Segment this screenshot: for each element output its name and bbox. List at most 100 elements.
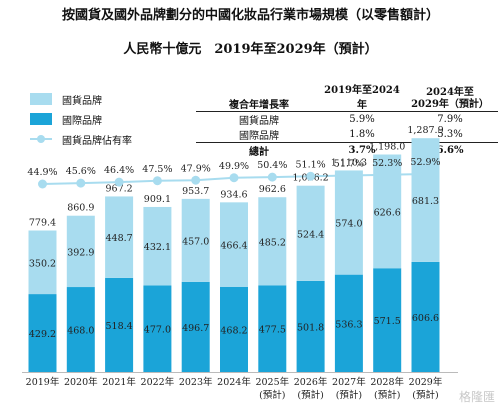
x-tick-label: 2025年: [255, 376, 289, 388]
share-point: [76, 178, 86, 188]
bar-label-international: 429.2: [29, 329, 56, 340]
x-tick-label: 2027年: [332, 376, 366, 388]
bar-international: [181, 281, 210, 372]
bar-domestic: [28, 230, 57, 295]
bar-domestic: [334, 170, 363, 275]
share-label: 51.7%: [334, 159, 364, 170]
bar-domestic: [143, 206, 172, 286]
bar-label-international: 606.6: [412, 313, 439, 324]
bar-label-domestic: 432.1: [144, 242, 171, 253]
bar-domestic: [220, 202, 248, 288]
share-point: [114, 177, 124, 187]
bar-international: [105, 277, 134, 372]
x-tick-sublabel: (預計): [259, 389, 285, 401]
bar-total-label: 967.2: [105, 183, 132, 194]
share-label: 51.1%: [296, 159, 326, 170]
share-label: 50.4%: [257, 160, 287, 171]
share-label: 46.4%: [104, 165, 134, 176]
cagr-header-col2: 2024年至 2029年（預計）: [402, 81, 498, 112]
legend-item-international: 國際品牌: [30, 110, 132, 128]
bar-international: [411, 261, 440, 372]
share-point: [421, 169, 430, 179]
bar-label-domestic: 466.4: [220, 241, 247, 252]
cagr-header-row: 複合年增長率 2019年至2024年 2024年至 2029年（預計）: [196, 81, 498, 112]
share-label: 44.9%: [27, 167, 57, 178]
bar-label-international: 468.0: [67, 326, 94, 337]
x-tick-label: 2020年: [64, 376, 98, 388]
bar-domestic: [411, 138, 440, 262]
bar-label-domestic: 681.3: [412, 196, 439, 207]
x-tick-sublabel: (預計): [336, 389, 362, 401]
bar-international: [258, 285, 287, 372]
bar-international: [334, 274, 363, 372]
x-tick-sublabel: (預計): [412, 389, 438, 401]
bar-international: [296, 280, 325, 372]
share-point: [229, 173, 239, 183]
bar-label-international: 477.0: [144, 325, 171, 336]
share-point: [267, 172, 277, 182]
share-label: 49.9%: [219, 161, 249, 172]
x-tick-label: 2022年: [141, 376, 175, 388]
bar-total-label: 953.7: [182, 186, 209, 197]
share-point: [38, 179, 47, 189]
legend: 國貨品牌 國際品牌 國貨品牌佔有率: [30, 90, 132, 150]
legend-item-domestic: 國貨品牌: [30, 90, 132, 108]
share-point: [191, 175, 201, 185]
x-tick-label: 2026年: [294, 376, 328, 388]
bar-international: [66, 287, 95, 372]
bar-total-label: 1,198.0: [369, 141, 405, 152]
bar-total-label: 779.4: [29, 218, 56, 229]
bar-international: [220, 287, 248, 372]
bar-total-label: 860.9: [67, 203, 94, 214]
bar-label-domestic: 574.0: [335, 219, 362, 230]
share-point: [344, 171, 354, 180]
bar-label-domestic: 392.9: [67, 247, 94, 258]
bar-label-international: 468.2: [220, 326, 247, 337]
bar-international: [28, 294, 57, 372]
cagr-row-total: 總計 3.7% 6.6%: [196, 142, 498, 158]
bar-label-international: 571.5: [374, 316, 401, 327]
share-label: 45.6%: [66, 166, 96, 177]
cagr-header-col2-line1: 2024年至: [426, 87, 474, 98]
bar-label-domestic: 448.7: [105, 233, 132, 244]
x-tick-sublabel: (預計): [297, 389, 323, 401]
bar-total-label: 934.6: [220, 189, 247, 200]
legend-swatch-international: [30, 113, 52, 125]
bar-label-domestic: 626.6: [374, 207, 401, 218]
legend-item-share: 國貨品牌佔有率: [30, 130, 132, 148]
chart-subtitle: 人民幣十億元 2019年至2029年（預計）: [123, 42, 378, 57]
bar-label-domestic: 457.0: [182, 236, 209, 247]
cagr-row-label: 國貨品牌: [239, 116, 279, 127]
bar-total-label: 962.6: [259, 184, 286, 195]
x-tick-label: 2024年: [217, 376, 251, 388]
cagr-header-col2-line2: 2029年（預計）: [411, 99, 489, 110]
bar-total-label: 1,110.3: [331, 157, 367, 168]
cagr-row-international: 國際品牌 1.8% 5.3%: [196, 127, 498, 143]
x-tick-label: 2028年: [370, 376, 404, 388]
cagr-row-value: 1.8%: [349, 129, 375, 140]
x-tick-label: 2021年: [102, 376, 136, 388]
bar-domestic: [258, 197, 287, 286]
legend-label-domestic: 國貨品牌: [62, 95, 102, 107]
bar-label-international: 501.8: [297, 322, 324, 333]
legend-swatch-share-line: [30, 133, 52, 145]
bar-label-domestic: 350.2: [29, 258, 56, 269]
share-label: 47.9%: [181, 163, 211, 174]
bar-total-label: 909.1: [144, 194, 171, 205]
share-point: [306, 171, 316, 181]
cagr-total-value: 3.7%: [322, 142, 402, 158]
cagr-row-value: 7.9%: [437, 114, 463, 125]
bar-domestic: [296, 185, 325, 281]
legend-label-international: 國際品牌: [62, 115, 102, 127]
x-tick-label: 2029年: [409, 376, 443, 388]
bar-label-international: 536.3: [335, 319, 362, 330]
bar-label-domestic: 524.4: [297, 229, 324, 240]
x-tick-label: 2023年: [179, 376, 213, 388]
cagr-header-label: 複合年增長率: [196, 81, 322, 112]
share-point: [382, 170, 392, 180]
bar-domestic: [66, 215, 95, 288]
cagr-row-value: 5.3%: [437, 129, 463, 140]
share-label: 52.9%: [410, 157, 440, 168]
bar-international: [373, 268, 402, 372]
share-point: [152, 176, 162, 186]
